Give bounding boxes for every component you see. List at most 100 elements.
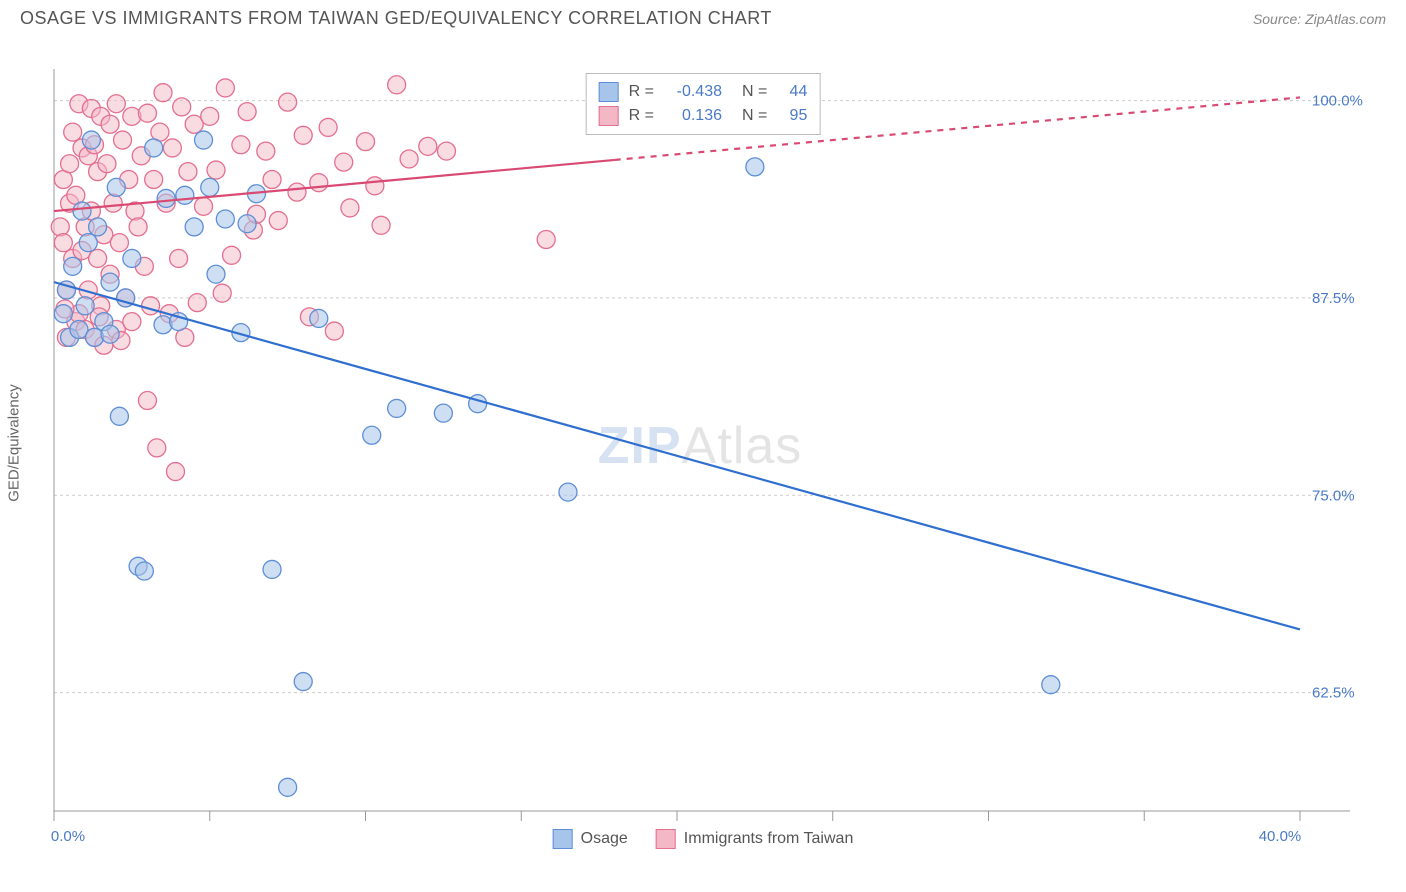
osage-point — [101, 273, 119, 291]
osage-point — [746, 158, 764, 176]
y-tick-label: 100.0% — [1312, 93, 1363, 110]
n-value: 95 — [777, 104, 807, 128]
taiwan-point — [138, 104, 156, 122]
taiwan-point — [419, 137, 437, 155]
taiwan-point — [195, 197, 213, 215]
taiwan-point — [263, 171, 281, 189]
taiwan-point — [223, 246, 241, 264]
r-value: -0.438 — [664, 80, 722, 104]
taiwan-point — [154, 84, 172, 102]
taiwan-point — [216, 79, 234, 97]
chart-area: GED/Equivalency 62.5%75.0%87.5%100.0%0.0… — [0, 33, 1406, 853]
taiwan-point — [123, 313, 141, 331]
legend-label: Osage — [581, 830, 628, 848]
taiwan-point — [294, 126, 312, 144]
osage-point — [154, 316, 172, 334]
taiwan-trend-line — [54, 160, 615, 211]
osage-point — [388, 399, 406, 417]
taiwan-point — [288, 183, 306, 201]
osage-point — [434, 404, 452, 422]
y-tick-label: 62.5% — [1312, 685, 1355, 702]
osage-point — [123, 249, 141, 267]
taiwan-point — [114, 131, 132, 149]
osage-point — [238, 215, 256, 233]
osage-point — [294, 673, 312, 691]
taiwan-point — [279, 93, 297, 111]
taiwan-point — [537, 231, 555, 249]
osage-point — [559, 483, 577, 501]
taiwan-point — [257, 142, 275, 160]
osage-point — [76, 297, 94, 315]
osage-point — [310, 309, 328, 327]
osage-point — [363, 426, 381, 444]
n-label: N = — [742, 80, 767, 104]
osage-point — [216, 210, 234, 228]
taiwan-point — [129, 218, 147, 236]
taiwan-point — [179, 163, 197, 181]
taiwan-point — [89, 249, 107, 267]
taiwan-point — [170, 249, 188, 267]
taiwan-point — [188, 294, 206, 312]
osage-point — [201, 178, 219, 196]
taiwan-point — [101, 115, 119, 133]
taiwan-point — [148, 439, 166, 457]
taiwan-point — [123, 107, 141, 125]
taiwan-point — [437, 142, 455, 160]
taiwan-point — [238, 103, 256, 121]
taiwan-point — [232, 136, 250, 154]
taiwan-point — [335, 153, 353, 171]
chart-title: OSAGE VS IMMIGRANTS FROM TAIWAN GED/EQUI… — [20, 8, 772, 29]
legend-row-osage: R =-0.438N =44 — [599, 80, 808, 104]
osage-point — [110, 407, 128, 425]
series-legend: Osage Immigrants from Taiwan — [553, 829, 854, 849]
n-value: 44 — [777, 80, 807, 104]
taiwan-point — [388, 76, 406, 94]
taiwan-point — [61, 155, 79, 173]
scatter-chart-svg: 62.5%75.0%87.5%100.0%0.0%40.0%ZIPAtlas — [0, 33, 1406, 853]
taiwan-point — [173, 98, 191, 116]
osage-point — [107, 178, 125, 196]
taiwan-point — [201, 107, 219, 125]
osage-trend-line — [54, 282, 1300, 629]
osage-point — [89, 218, 107, 236]
taiwan-point — [110, 234, 128, 252]
correlation-legend: R =-0.438N =44R =0.136N =95 — [586, 73, 821, 135]
taiwan-point — [145, 171, 163, 189]
osage-point — [85, 328, 103, 346]
taiwan-point — [107, 95, 125, 113]
y-tick-label: 87.5% — [1312, 290, 1355, 307]
taiwan-point — [341, 199, 359, 217]
taiwan-point — [54, 234, 72, 252]
y-axis-label: GED/Equivalency — [6, 384, 23, 502]
osage-point — [1042, 676, 1060, 694]
legend-swatch-icon — [553, 829, 573, 849]
legend-label: Immigrants from Taiwan — [684, 830, 854, 848]
r-label: R = — [629, 104, 654, 128]
osage-point — [185, 218, 203, 236]
osage-point — [207, 265, 225, 283]
osage-point — [263, 560, 281, 578]
y-tick-label: 75.0% — [1312, 487, 1355, 504]
taiwan-point — [366, 177, 384, 195]
taiwan-point — [98, 155, 116, 173]
osage-point — [82, 131, 100, 149]
osage-point — [135, 562, 153, 580]
taiwan-point — [104, 194, 122, 212]
osage-point — [195, 131, 213, 149]
legend-row-taiwan: R =0.136N =95 — [599, 104, 808, 128]
taiwan-point — [319, 118, 337, 136]
taiwan-point — [400, 150, 418, 168]
taiwan-swatch — [599, 106, 619, 126]
osage-point — [64, 257, 82, 275]
taiwan-point — [372, 216, 390, 234]
n-label: N = — [742, 104, 767, 128]
bottom-legend-item: Immigrants from Taiwan — [656, 829, 854, 849]
bottom-legend-item: Osage — [553, 829, 628, 849]
osage-point — [279, 778, 297, 796]
x-tick-label: 40.0% — [1259, 828, 1302, 845]
watermark: ZIPAtlas — [598, 417, 803, 475]
taiwan-point — [325, 322, 343, 340]
taiwan-point — [64, 123, 82, 141]
taiwan-point — [138, 392, 156, 410]
taiwan-point — [207, 161, 225, 179]
